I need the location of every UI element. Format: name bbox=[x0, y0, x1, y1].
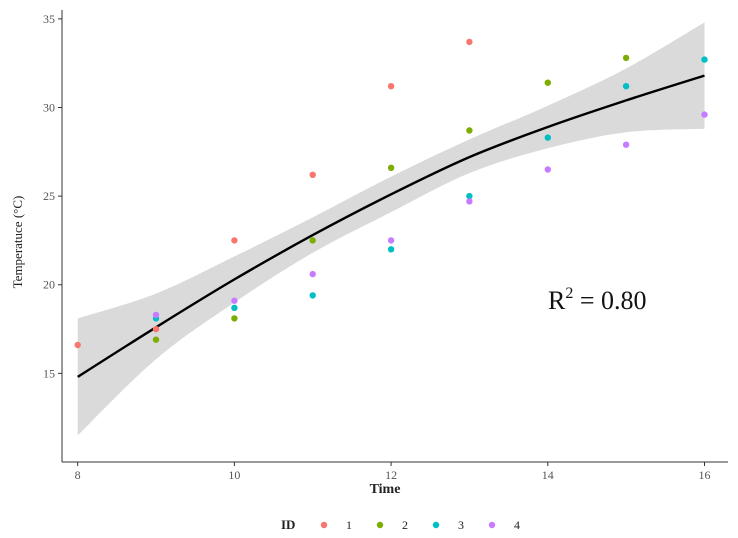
data-point-id-2 bbox=[466, 127, 473, 134]
data-point-id-3 bbox=[544, 134, 551, 141]
y-tick-label: 15 bbox=[43, 366, 55, 380]
fit-line bbox=[77, 74, 705, 378]
data-point-id-3 bbox=[622, 83, 630, 90]
legend-key-4 bbox=[488, 521, 496, 529]
data-point-id-2 bbox=[231, 315, 238, 322]
data-point-id-4 bbox=[152, 311, 160, 319]
y-tick-label: 35 bbox=[43, 12, 55, 26]
x-tick-label: 14 bbox=[542, 468, 554, 482]
data-point-id-1 bbox=[309, 171, 316, 178]
data-point-id-4 bbox=[309, 270, 316, 278]
x-tick-label: 8 bbox=[75, 468, 81, 482]
x-axis-title: Time bbox=[370, 482, 401, 497]
fit-line-layer bbox=[77, 74, 705, 378]
x-tick-label: 10 bbox=[228, 468, 240, 482]
data-point-id-2 bbox=[309, 237, 316, 244]
data-point-id-1 bbox=[74, 341, 81, 349]
legend-key-1 bbox=[320, 521, 328, 529]
legend-key-3 bbox=[432, 521, 440, 529]
data-point-id-4 bbox=[387, 237, 395, 244]
legend-label-2: 2 bbox=[402, 518, 408, 532]
data-point-id-2 bbox=[152, 336, 160, 343]
confidence-band bbox=[77, 22, 705, 436]
data-point-id-4 bbox=[544, 166, 551, 173]
axes-layer: 8 10 12 14 16 15 20 25 30 35 bbox=[43, 10, 728, 482]
data-point-id-4 bbox=[701, 111, 708, 118]
data-point-id-2 bbox=[622, 54, 630, 62]
data-point-id-3 bbox=[466, 192, 473, 200]
y-tick-label: 30 bbox=[43, 100, 55, 114]
data-point-id-1 bbox=[466, 38, 473, 46]
y-axis-title: Temperatuce (°C) bbox=[10, 196, 25, 289]
data-point-id-2 bbox=[544, 79, 551, 86]
data-point-id-4 bbox=[622, 141, 630, 148]
legend: ID 1 2 3 4 bbox=[281, 517, 520, 532]
data-point-id-3 bbox=[387, 246, 395, 253]
data-point-id-1 bbox=[231, 237, 238, 244]
y-tick-label: 25 bbox=[43, 189, 55, 203]
data-point-id-3 bbox=[701, 56, 708, 63]
r-squared-superscript: 2 bbox=[565, 285, 573, 302]
legend-label-3: 3 bbox=[458, 518, 464, 532]
data-point-id-3 bbox=[309, 292, 316, 299]
y-tick-label: 20 bbox=[43, 278, 55, 292]
x-tick-label: 16 bbox=[698, 468, 710, 482]
data-point-id-1 bbox=[152, 325, 160, 333]
data-points-layer bbox=[74, 38, 708, 349]
data-point-id-4 bbox=[231, 297, 238, 304]
data-point-id-2 bbox=[387, 164, 395, 171]
data-point-id-3 bbox=[231, 304, 238, 311]
confidence-band-layer bbox=[77, 22, 705, 436]
legend-label-4: 4 bbox=[514, 518, 520, 532]
r-squared-value: = 0.80 bbox=[573, 286, 646, 315]
data-point-id-1 bbox=[387, 83, 395, 90]
legend-key-2 bbox=[376, 521, 384, 529]
r-squared-annotation: R2 = 0.80 bbox=[548, 285, 647, 315]
legend-label-1: 1 bbox=[346, 518, 352, 532]
x-tick-label: 12 bbox=[385, 468, 397, 482]
legend-title: ID bbox=[281, 517, 295, 532]
data-point-id-4 bbox=[466, 198, 473, 205]
r-squared-prefix: R bbox=[548, 286, 566, 315]
